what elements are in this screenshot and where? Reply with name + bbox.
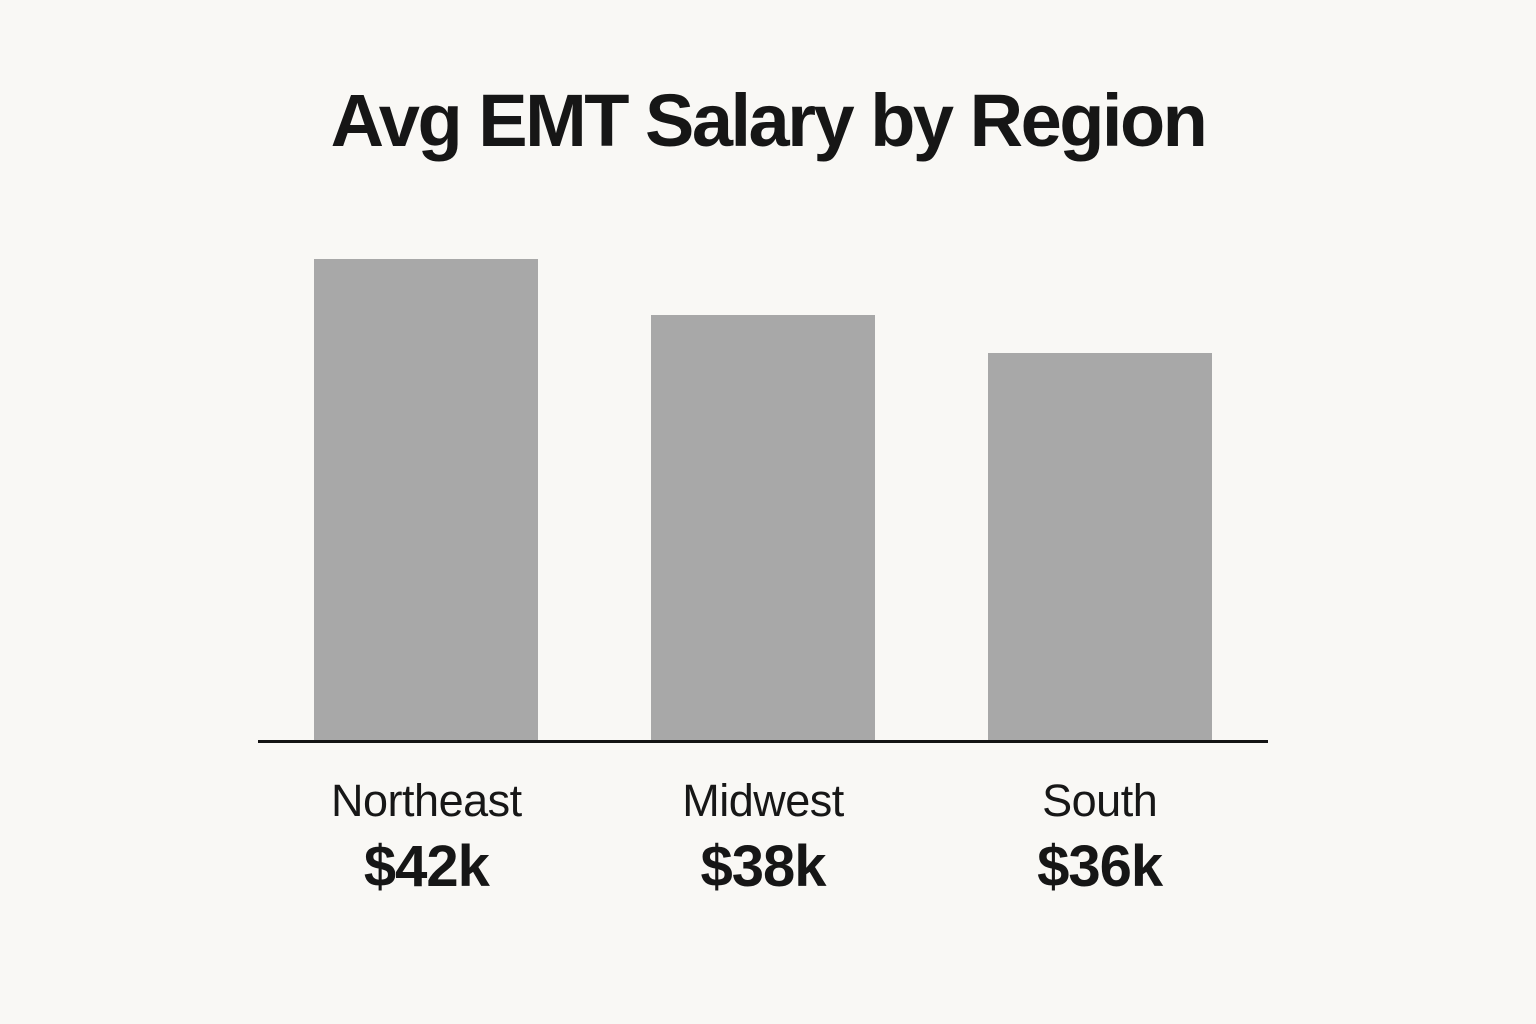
bar-group-south [931, 259, 1268, 742]
bar-northeast [314, 259, 539, 742]
bar-group-northeast [258, 259, 595, 742]
plot-area [258, 259, 1268, 742]
bar-midwest [651, 315, 875, 742]
value-label-south: $36k [1037, 833, 1163, 899]
category-label-south: South [1042, 775, 1158, 826]
label-group-south: South $36k [931, 776, 1268, 896]
x-axis-labels: Northeast $42k Midwest $38k South $36k [258, 776, 1268, 896]
category-label-midwest: Midwest [682, 775, 844, 826]
bar-south [987, 353, 1212, 742]
bar-group-midwest [595, 259, 932, 742]
chart-title: Avg EMT Salary by Region [330, 79, 1208, 162]
value-label-midwest: $38k [700, 833, 826, 899]
value-label-northeast: $42k [363, 833, 490, 899]
category-label-northeast: Northeast [331, 775, 522, 826]
x-axis-line [258, 740, 1268, 743]
label-group-northeast: Northeast $42k [258, 776, 595, 896]
label-group-midwest: Midwest $38k [595, 776, 932, 896]
